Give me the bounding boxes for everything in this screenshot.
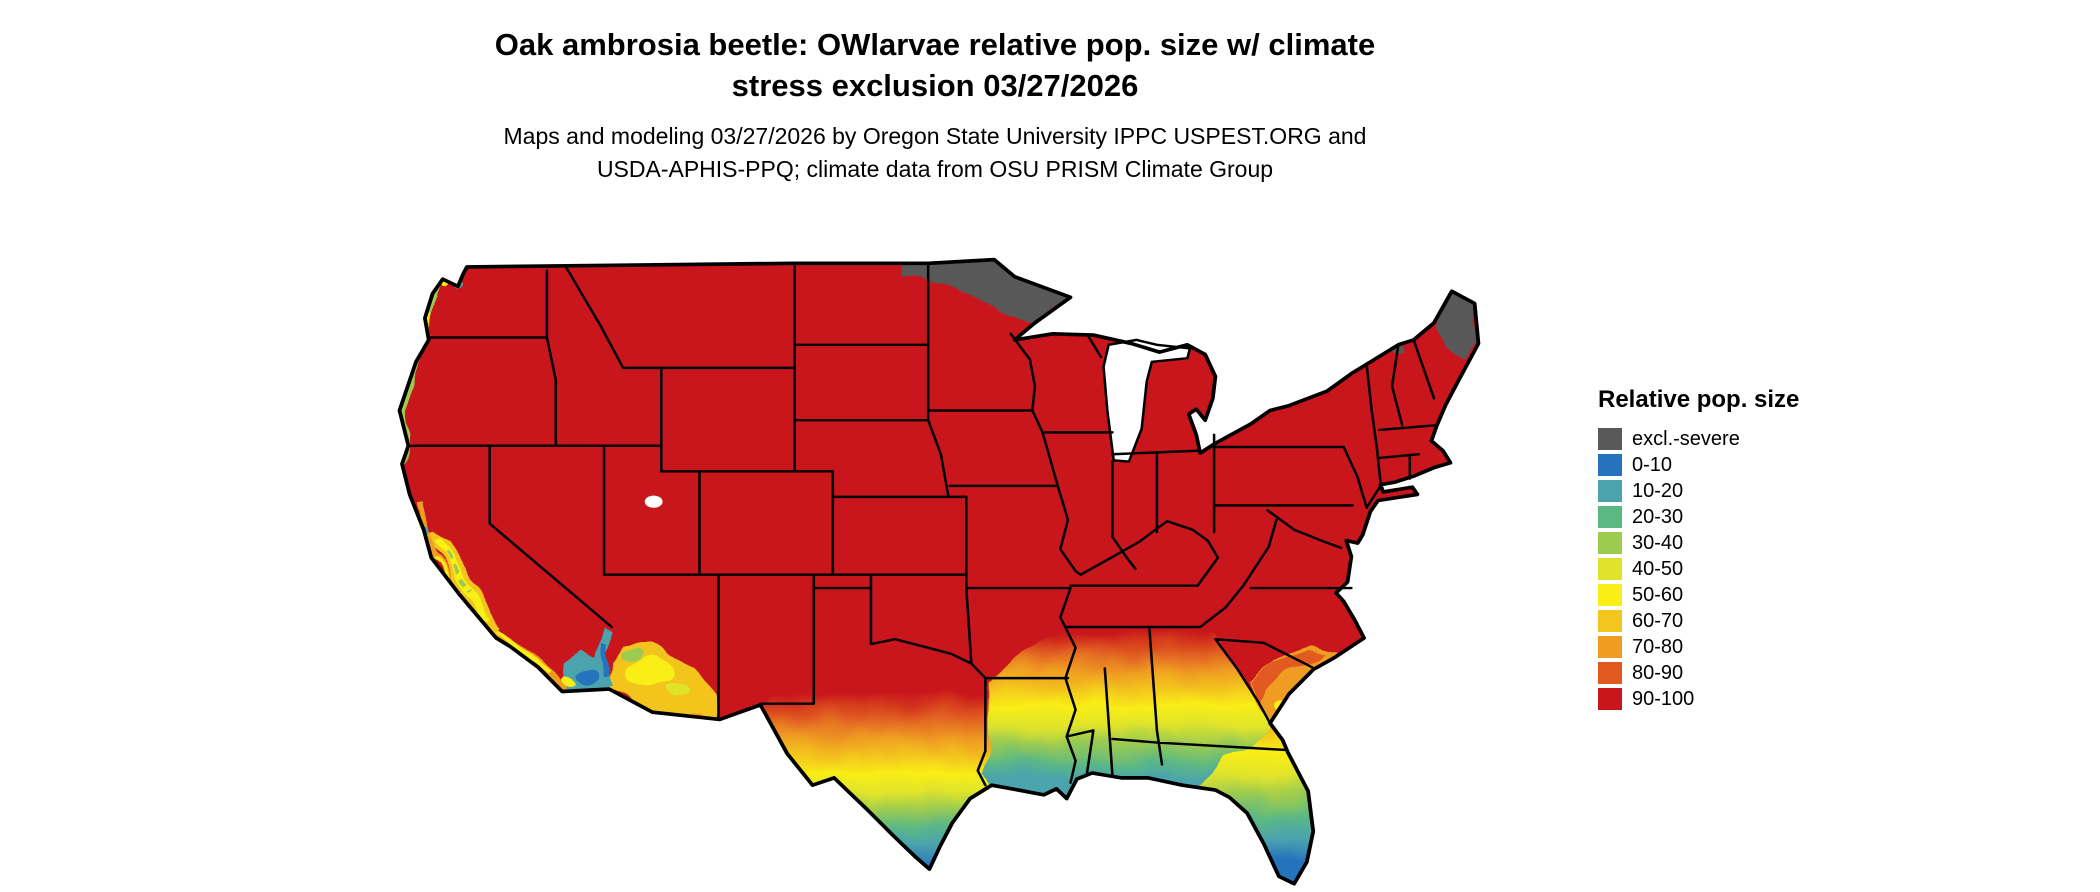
us-map-svg <box>397 257 1481 886</box>
legend-swatch <box>1598 506 1622 528</box>
legend-swatch <box>1598 662 1622 684</box>
legend-swatch <box>1598 636 1622 658</box>
legend: Relative pop. size excl.-severe 0-10 10-20… <box>1598 386 1878 712</box>
legend-item: 40-50 <box>1598 556 1878 582</box>
maine-excl-region <box>1433 291 1478 362</box>
legend-label: 40-50 <box>1632 558 1684 580</box>
header: Oak ambrosia beetle: OWlarvae relative p… <box>0 24 1870 186</box>
legend-swatch <box>1598 688 1622 710</box>
legend-item: 50-60 <box>1598 582 1878 608</box>
colorado-river-blue <box>601 641 611 679</box>
gulf-states-gradient-region <box>979 619 1277 820</box>
legend-label: 0-10 <box>1632 454 1673 476</box>
map-title-line2: stress exclusion 03/27/2026 <box>731 68 1139 103</box>
tucson-basin <box>666 682 692 698</box>
legend-swatch <box>1598 428 1622 450</box>
legend-swatch <box>1598 584 1622 606</box>
legend-label: 20-30 <box>1632 506 1684 528</box>
state-borders <box>407 263 1440 787</box>
legend-label: 10-20 <box>1632 480 1684 502</box>
legend-items: excl.-severe 0-10 10-20 20-30 30-40 40-50 50-6… <box>1598 426 1878 712</box>
legend-item: 20-30 <box>1598 504 1878 530</box>
legend-label: excl.-severe <box>1632 428 1740 450</box>
lake-michigan <box>1102 338 1192 463</box>
map-subtitle: Maps and modeling 03/27/2026 by Oregon S… <box>0 120 1870 186</box>
legend-label: 30-40 <box>1632 532 1684 554</box>
us-map <box>308 228 1528 891</box>
minnesota-excl-region <box>902 260 1071 323</box>
atlantic-coast-band-inner <box>1250 650 1325 705</box>
great-salt-lake <box>644 495 663 508</box>
legend-item: 90-100 <box>1598 686 1878 712</box>
olympic-yellow <box>441 281 450 289</box>
legend-item: 30-40 <box>1598 530 1878 556</box>
imperial-valley-blue <box>577 668 601 683</box>
legend-label: 50-60 <box>1632 584 1684 606</box>
map-subtitle-line1: Maps and modeling 03/27/2026 by Oregon S… <box>503 123 1367 149</box>
legend-label: 60-70 <box>1632 610 1684 632</box>
legend-label: 80-90 <box>1632 662 1684 684</box>
central-valley-green <box>443 553 473 594</box>
legend-item: excl.-severe <box>1598 426 1878 452</box>
legend-title: Relative pop. size <box>1598 386 1800 413</box>
legend-item: 70-80 <box>1598 634 1878 660</box>
legend-swatch <box>1598 454 1622 476</box>
map-title-line1: Oak ambrosia beetle: OWlarvae relative p… <box>494 27 1376 62</box>
legend-item: 60-70 <box>1598 608 1878 634</box>
az-green-patch <box>621 647 643 660</box>
socal-yellow-pocket <box>560 675 577 686</box>
legend-item: 0-10 <box>1598 452 1878 478</box>
legend-label: 90-100 <box>1632 688 1695 710</box>
phoenix-basin <box>623 658 674 688</box>
legend-swatch <box>1598 532 1622 554</box>
florida-gradient-region <box>1197 720 1316 884</box>
legend-item: 80-90 <box>1598 660 1878 686</box>
legend-item: 10-20 <box>1598 478 1878 504</box>
legend-swatch <box>1598 610 1622 632</box>
legend-swatch <box>1598 558 1622 580</box>
map-outline <box>397 257 1481 886</box>
legend-swatch <box>1598 480 1622 502</box>
map-subtitle-line2: USDA-APHIS-PPQ; climate data from OSU PR… <box>596 156 1274 182</box>
texas-gradient-region <box>757 663 995 876</box>
legend-label: 70-80 <box>1632 636 1684 658</box>
